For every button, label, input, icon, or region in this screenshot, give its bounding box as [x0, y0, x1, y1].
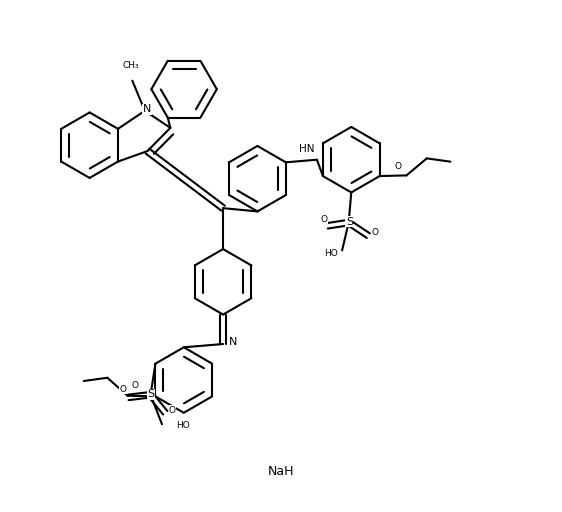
Text: O: O [320, 215, 328, 224]
Text: CH₃: CH₃ [123, 61, 139, 71]
Text: NaH: NaH [268, 465, 294, 478]
Text: N: N [229, 337, 237, 347]
Text: S: S [346, 217, 353, 227]
Text: HO: HO [324, 249, 338, 258]
Text: O: O [132, 381, 138, 391]
Text: HO: HO [176, 421, 189, 431]
Text: O: O [169, 406, 176, 415]
Text: O: O [371, 228, 378, 237]
Text: O: O [395, 162, 402, 170]
Text: N: N [143, 104, 151, 114]
Text: S: S [148, 389, 155, 399]
Text: HN: HN [300, 144, 315, 154]
Text: O: O [120, 385, 127, 394]
